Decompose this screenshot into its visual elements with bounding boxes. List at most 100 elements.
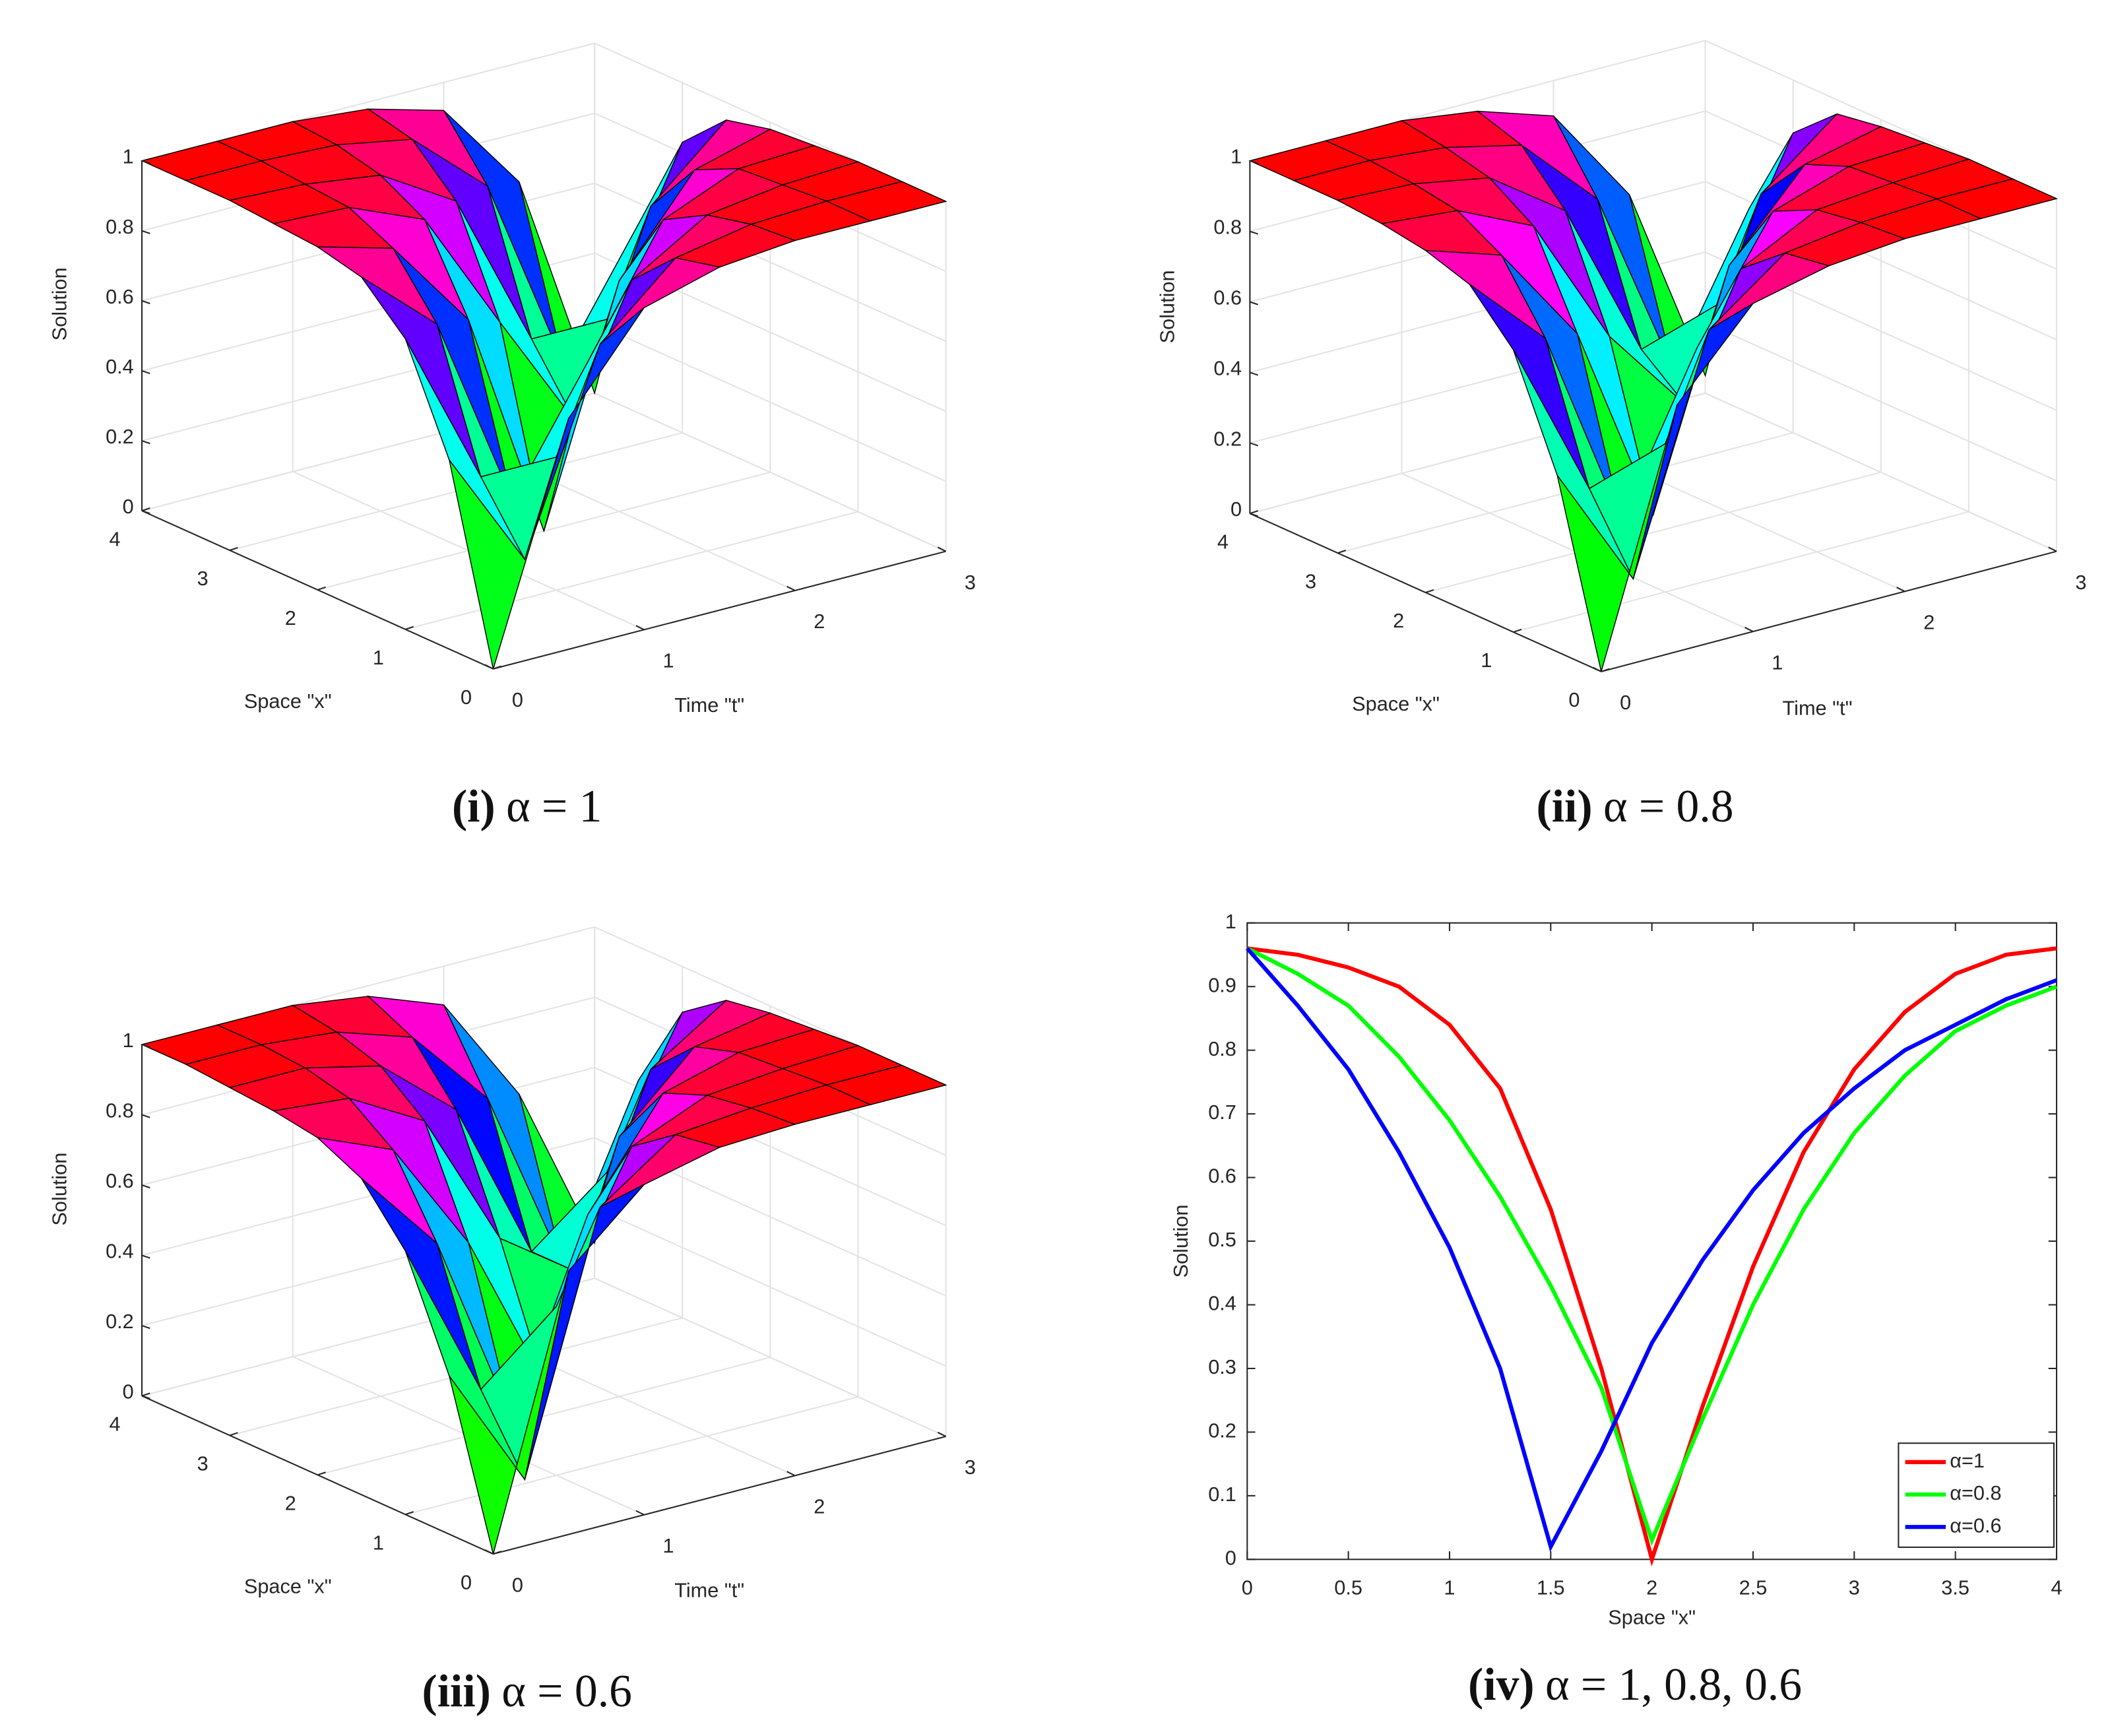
y-tick [2048,546,2057,552]
z-tick [141,160,150,164]
z-tick-label: 1 [123,145,134,168]
x-tick-label: 3 [1305,569,1316,593]
z-tick [141,1114,150,1118]
x-tick [1337,550,1347,554]
z-tick-label: 1 [1231,145,1242,168]
y-tick [786,1471,796,1477]
x-tick-label: 2 [285,1492,296,1515]
y-tick [937,546,947,552]
caption: (i) α = 1 [452,781,602,832]
y-tick-label: 2 [1923,611,1935,634]
z-tick-label: 0.2 [106,1310,134,1333]
x-tick-label: 3 [197,1452,208,1475]
x-tick [229,1432,238,1436]
series-line [1246,946,2057,1567]
x-tick-label: 2 [285,606,296,629]
grid-line [594,1277,947,1437]
y-tick-label: 3 [965,1456,976,1479]
y-tick-label: 0 [512,688,523,711]
x-axis [141,510,494,670]
legend-label: α=0.8 [1950,1481,2001,1504]
y-tick [937,1431,947,1437]
x-tick-label: 1 [1444,1576,1455,1599]
x-tick [141,1392,150,1397]
grid-line [1705,322,2057,482]
x-tick [1425,589,1434,593]
y-tick [1744,627,1754,632]
x-axis-label: Space "x" [1608,1606,1696,1629]
z-tick-label: 0.8 [1213,216,1242,239]
x-tick-label: 3.5 [1941,1576,1969,1599]
y-tick-label: 0.6 [1208,1165,1236,1188]
y-axis [1601,550,2057,672]
x-tick [229,546,238,551]
y-tick-label: 3 [965,571,976,594]
z-tick [1250,301,1258,305]
y-tick-label: 0.1 [1208,1483,1236,1506]
legend-label: α=0.6 [1950,1514,2001,1537]
grid-line [317,1357,771,1476]
z-axis-label: Solution [48,267,71,340]
z-tick-label: 0.6 [106,285,134,308]
z-tick-label: 0.2 [106,425,134,448]
y-tick-label: 1 [1225,910,1236,933]
x-tick [317,586,326,591]
y-tick-label: 0.5 [1208,1228,1236,1251]
x-tick [1250,510,1258,515]
z-tick [141,1325,150,1330]
x-tick-label: 4 [110,527,121,550]
x-tick-label: 1 [1481,649,1492,672]
x-tick [493,1551,502,1555]
z-tick-label: 0.4 [106,1240,134,1263]
z-tick [1250,371,1258,376]
x-axis-label: Space "x" [1352,692,1440,715]
caption: (iii) α = 0.6 [422,1666,632,1717]
x-tick-label: 4 [110,1413,121,1436]
x-tick-label: 0.5 [1334,1576,1362,1599]
z-tick [1250,513,1258,517]
y-tick-label: 1 [1772,651,1783,674]
caption-label: (iii) [422,1666,491,1717]
x-tick [1513,628,1522,633]
caption-text: α = 0.8 [1603,781,1734,832]
x-tick [493,665,502,670]
x-tick [1601,668,1610,672]
z-tick [141,440,150,445]
z-tick-label: 0 [123,495,134,518]
y-axis-label: Time "t" [1783,696,1853,719]
caption: (ii) α = 0.8 [1537,781,1734,832]
grid-line [594,1207,947,1367]
y-tick-label: 0.8 [1208,1037,1236,1060]
caption-text: α = 1, 0.8, 0.6 [1545,1659,1802,1710]
x-tick-label: 2 [1646,1576,1657,1599]
x-tick-label: 3 [197,567,208,590]
x-tick-label: 4 [1217,530,1229,553]
y-tick-label: 1 [663,649,674,672]
z-tick [1250,230,1258,235]
y-tick-label: 2 [814,1495,825,1518]
z-tick-label: 0.4 [106,355,134,378]
x-axis-label: Space "x" [244,1574,332,1597]
y-axis-label: Solution [1169,1205,1192,1278]
y-axis-label: Time "t" [674,1579,744,1602]
x-tick [405,626,414,630]
z-tick-label: 0 [123,1380,134,1403]
z-tick [1250,160,1258,164]
x-tick-label: 2.5 [1739,1576,1768,1599]
z-tick-label: 1 [123,1029,134,1052]
x-tick-label: 1 [373,1531,384,1554]
z-tick [141,230,150,234]
x-tick-label: 3 [1849,1576,1860,1599]
z-tick [141,1254,150,1259]
y-tick-label: 0 [1225,1546,1236,1569]
caption-label: (i) [452,781,496,832]
surface-patch [449,418,569,669]
series-line [1245,947,2058,1553]
x-tick-label: 1.5 [1537,1576,1565,1599]
x-tick-label: 1 [373,646,384,669]
y-tick-label: 0.4 [1208,1292,1236,1315]
y-tick-label: 1 [663,1534,674,1557]
grid-line [1705,393,2057,552]
x-tick-label: 2 [1393,609,1404,632]
z-tick [141,1044,150,1048]
